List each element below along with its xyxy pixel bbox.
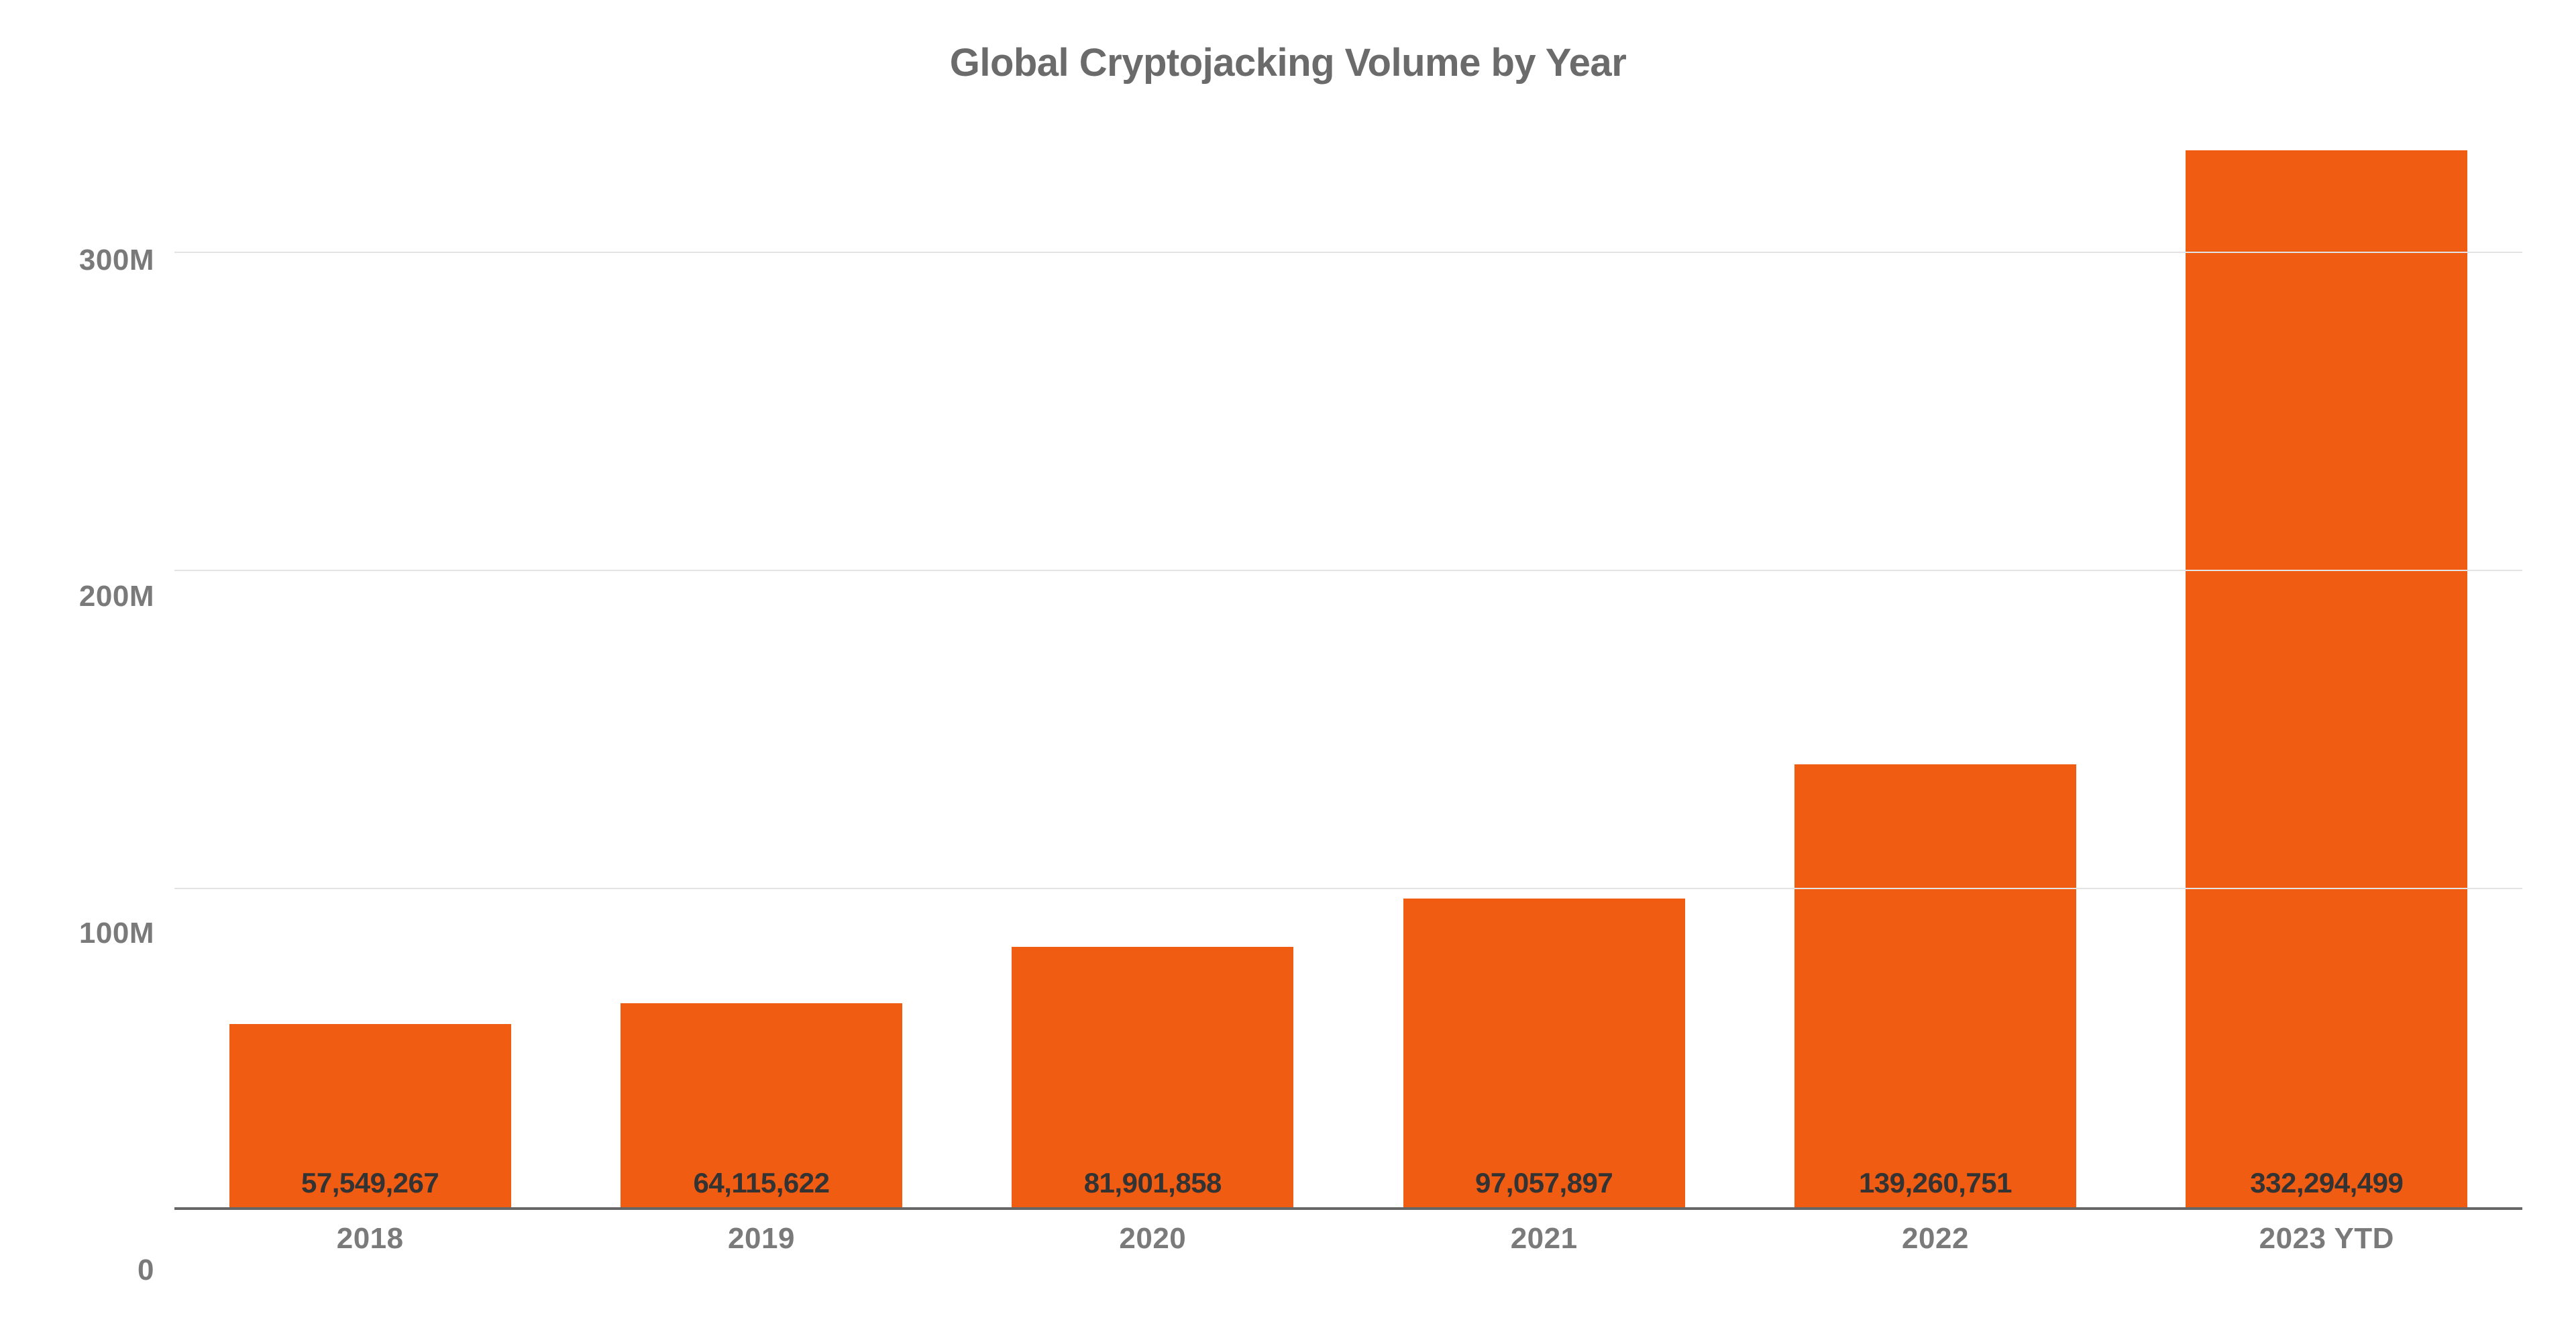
y-tick-label: 100M [79, 917, 154, 950]
bar [1794, 764, 2076, 1207]
x-tick-label: 2020 [957, 1210, 1348, 1270]
x-tick-label: 2023 YTD [2131, 1210, 2522, 1270]
bar-slot: 64,115,622 [566, 125, 957, 1207]
y-tick-label: 300M [79, 244, 154, 277]
bar-slot: 81,901,858 [957, 125, 1348, 1207]
bar-slot: 57,549,267 [174, 125, 566, 1207]
bar-value-label: 57,549,267 [174, 1167, 566, 1199]
y-tick-label: 200M [79, 580, 154, 613]
bar-value-label: 64,115,622 [566, 1167, 957, 1199]
x-tick-label: 2019 [566, 1210, 957, 1270]
bars-container: 57,549,26764,115,62281,901,85897,057,897… [174, 125, 2522, 1207]
bar-value-label: 139,260,751 [1739, 1167, 2131, 1199]
x-axis: 201820192020202120222023 YTD [174, 1210, 2522, 1270]
bar-slot: 332,294,499 [2131, 125, 2522, 1207]
gridline [174, 888, 2522, 889]
x-tick-label: 2018 [174, 1210, 566, 1270]
plot-container: 0100M200M300M 57,549,26764,115,62281,901… [54, 125, 2522, 1270]
gridline [174, 570, 2522, 571]
bar [1403, 899, 1685, 1207]
bar-slot: 97,057,897 [1348, 125, 1739, 1207]
x-tick-label: 2022 [1739, 1210, 2131, 1270]
bar [2186, 150, 2467, 1207]
bar-value-label: 81,901,858 [957, 1167, 1348, 1199]
gridline [174, 252, 2522, 253]
cryptojacking-bar-chart: Global Cryptojacking Volume by Year 0100… [54, 40, 2522, 1270]
plot-area: 57,549,26764,115,62281,901,85897,057,897… [174, 125, 2522, 1270]
bar-value-label: 332,294,499 [2131, 1167, 2522, 1199]
y-tick-label: 0 [138, 1254, 154, 1287]
bar-value-label: 97,057,897 [1348, 1167, 1739, 1199]
y-axis: 0100M200M300M [54, 125, 174, 1270]
x-tick-label: 2021 [1348, 1210, 1739, 1270]
bar-slot: 139,260,751 [1739, 125, 2131, 1207]
grid-area: 57,549,26764,115,62281,901,85897,057,897… [174, 125, 2522, 1210]
chart-title: Global Cryptojacking Volume by Year [54, 40, 2522, 85]
